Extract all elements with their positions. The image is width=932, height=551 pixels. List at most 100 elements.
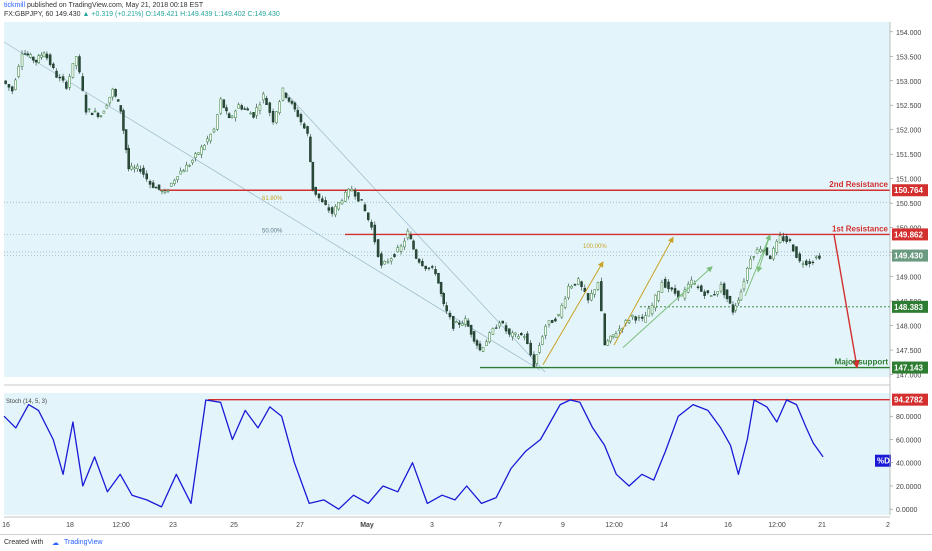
candle-body: [544, 325, 547, 336]
candle-body: [706, 290, 710, 294]
stoch-tick-label: 0.0000: [896, 507, 918, 514]
candle-body: [673, 288, 677, 294]
stoch-level-tag-box: [892, 393, 928, 406]
candle-body: [61, 76, 65, 81]
price-tick-label: 154.000: [896, 30, 921, 37]
footer-bar: Created with ☁ TradingView: [0, 534, 932, 551]
candle-body: [173, 179, 176, 184]
candle-body: [517, 336, 520, 339]
price-tick-label: 147.500: [896, 348, 921, 355]
candle-body: [26, 53, 30, 56]
candle-body: [788, 239, 792, 242]
candle-body: [363, 204, 367, 212]
candle-body: [334, 206, 337, 216]
candle-body: [455, 321, 458, 324]
candle-body: [179, 170, 182, 175]
time-tick-label: 16: [2, 522, 10, 529]
candle-body: [357, 192, 360, 202]
candle-body: [148, 181, 152, 185]
candle-body: [746, 267, 749, 281]
candle-body: [278, 101, 281, 113]
candle-body: [93, 110, 97, 113]
candle-body: [461, 323, 464, 326]
candle-body: [200, 146, 203, 155]
time-tick-label: 12:00: [768, 522, 786, 529]
stoch-tick-label: 40.0000: [896, 461, 921, 468]
candle-body: [393, 254, 396, 257]
trend-guide-line: [284, 91, 546, 373]
candle-body: [577, 278, 580, 285]
publisher-name[interactable]: tickmill: [4, 2, 25, 9]
candle-body: [765, 247, 769, 256]
candle-body: [194, 153, 197, 159]
candle-body: [631, 314, 634, 318]
candle-body: [373, 224, 377, 243]
last-price-tag-value: 149.430: [894, 252, 923, 261]
candle-body: [309, 136, 312, 163]
brand-name[interactable]: TradingView: [64, 539, 103, 546]
candle-body: [801, 263, 805, 265]
candle-body: [293, 102, 297, 110]
candle-body: [20, 53, 24, 67]
candle-body: [78, 56, 81, 73]
resistance-2-tag-box: [892, 184, 928, 197]
candle-body: [494, 327, 498, 329]
candle-body: [805, 260, 808, 266]
resistance-1-tag-value: 149.862: [894, 230, 923, 239]
major-support-label: Major support: [835, 358, 889, 367]
candle-body: [634, 316, 637, 321]
candle-body: [212, 128, 216, 133]
candle-body: [197, 152, 200, 155]
stoch-tick-label: 60.0000: [896, 437, 921, 444]
candle-body: [417, 258, 421, 263]
candle-body: [81, 76, 85, 91]
candle-body: [240, 105, 243, 110]
candle-body: [65, 81, 68, 89]
candle-body: [166, 190, 170, 192]
candle-body: [481, 347, 485, 352]
price-tick-label: 153.500: [896, 54, 921, 61]
candle-body: [287, 97, 291, 102]
candle-body: [640, 316, 644, 319]
time-tick-label: 21: [818, 522, 826, 529]
projection-arrow: [833, 234, 860, 369]
candle-body: [160, 190, 164, 192]
candle-body: [554, 318, 557, 322]
candle-body: [609, 335, 612, 342]
candle-body: [808, 261, 811, 264]
candle-body: [567, 285, 570, 298]
stoch-pane: Stoch (14, 5, 3) %D: [3, 393, 891, 515]
candle-body: [116, 99, 120, 102]
candle-body: [814, 256, 818, 259]
candle-body: [466, 320, 470, 327]
candle-body: [427, 267, 431, 269]
candle-body: [725, 289, 729, 300]
candle-body: [538, 345, 541, 353]
candle-body: [485, 341, 488, 347]
candle-body: [321, 198, 324, 203]
candle-body: [406, 230, 410, 239]
candle-body: [412, 240, 415, 250]
fib-level-label: 61.80%: [262, 196, 283, 202]
time-tick-label: 12:00: [605, 522, 623, 529]
created-with-text: Created with: [4, 539, 44, 546]
candle-body: [637, 316, 641, 319]
price-tick-label: 153.000: [896, 79, 921, 86]
time-tick-label: 25: [230, 522, 238, 529]
candle-body: [176, 176, 179, 180]
price-background: [4, 22, 890, 377]
candle-body: [105, 104, 109, 109]
time-tick-label: 27: [296, 522, 304, 529]
candle-body: [136, 165, 139, 169]
candle-body: [114, 89, 117, 97]
candle-body: [216, 114, 219, 130]
candle-body: [399, 245, 403, 252]
candle-body: [611, 334, 615, 337]
candle-body: [40, 54, 43, 58]
candle-body: [514, 332, 517, 335]
candle-body: [71, 63, 75, 78]
candle-body: [17, 66, 21, 77]
candle-body: [488, 332, 491, 343]
